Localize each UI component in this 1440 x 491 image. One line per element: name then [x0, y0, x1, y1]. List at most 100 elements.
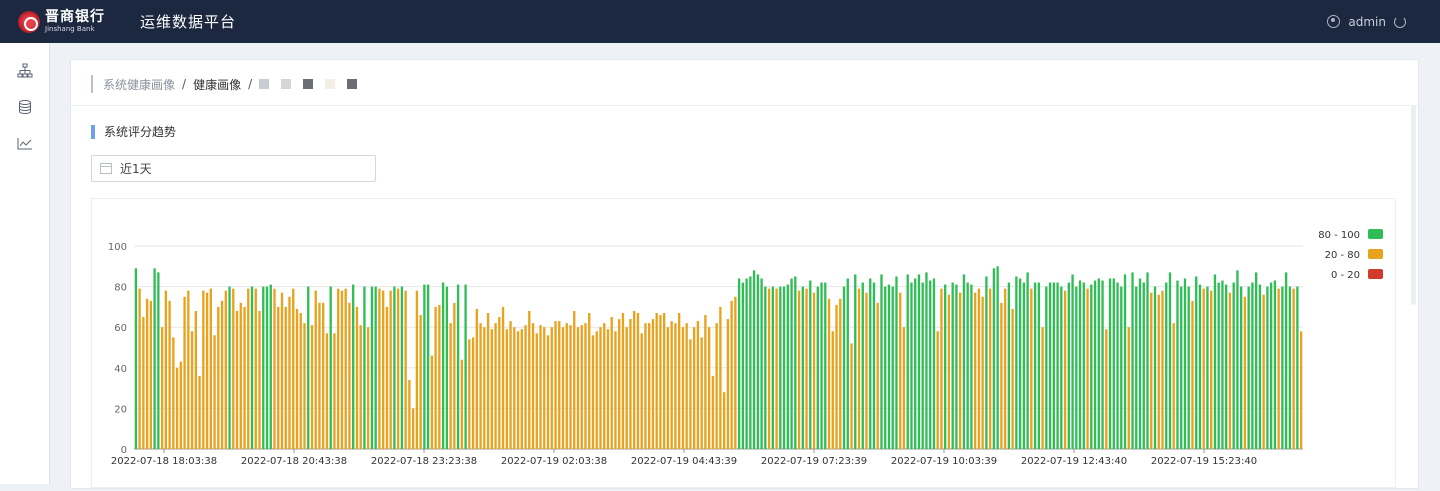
- y-tick-label: 60: [114, 323, 127, 334]
- bar: [370, 286, 374, 449]
- username-label[interactable]: admin: [1348, 14, 1386, 29]
- bar: [138, 288, 141, 449]
- bar: [322, 302, 325, 449]
- breadcrumb-item-health-profile[interactable]: 健康画像: [193, 77, 242, 92]
- bar: [812, 292, 816, 449]
- bar: [831, 331, 834, 449]
- bar: [985, 276, 988, 449]
- bar: [1063, 290, 1067, 449]
- bar: [1255, 272, 1258, 449]
- bar: [648, 323, 651, 449]
- bar: [183, 296, 186, 449]
- database-icon[interactable]: [17, 99, 33, 115]
- bar: [1030, 288, 1033, 449]
- bar: [490, 329, 493, 449]
- bar: [936, 331, 939, 449]
- bar: [1251, 282, 1254, 449]
- section-title: 系统评分趋势: [91, 125, 176, 139]
- bar: [1146, 272, 1149, 449]
- bar: [842, 286, 846, 449]
- bar: [633, 310, 636, 449]
- bar: [288, 296, 291, 449]
- bar: [1078, 280, 1082, 449]
- user-avatar-icon[interactable]: [1327, 15, 1341, 28]
- bar: [329, 286, 332, 449]
- bar: [205, 292, 209, 449]
- bar: [820, 282, 823, 449]
- bar: [734, 296, 737, 449]
- bar: [797, 290, 801, 449]
- bar: [239, 302, 242, 449]
- bar: [887, 284, 891, 449]
- bar: [1033, 282, 1037, 449]
- y-tick-label: 40: [114, 364, 127, 375]
- redacted-block: [347, 79, 358, 89]
- bar: [1011, 308, 1014, 449]
- bar: [262, 286, 265, 449]
- bar: [539, 325, 542, 449]
- bar: [1191, 300, 1194, 449]
- bar: [1007, 282, 1011, 449]
- bar: [902, 327, 906, 449]
- vertical-scrollbar[interactable]: [1411, 105, 1416, 305]
- date-range-picker[interactable]: 近1天: [91, 155, 376, 182]
- breadcrumb-item-system-health[interactable]: 系统健康画像: [103, 77, 176, 92]
- bar: [1135, 286, 1138, 449]
- bar: [209, 288, 212, 449]
- bar: [153, 268, 156, 449]
- bar: [573, 310, 576, 449]
- bar: [899, 292, 902, 449]
- bar: [659, 315, 662, 449]
- bank-logo[interactable]: 晋商银行 Jinshang Bank: [18, 10, 110, 33]
- bar: [303, 323, 306, 449]
- bar: [160, 327, 164, 449]
- bar: [1142, 282, 1145, 449]
- bar: [663, 312, 666, 449]
- bar: [1071, 274, 1074, 449]
- bar: [880, 274, 883, 449]
- bar: [621, 312, 625, 449]
- bar: [389, 290, 392, 449]
- bar: [921, 282, 924, 449]
- bar: [580, 325, 583, 449]
- bar: [1018, 278, 1022, 449]
- x-tick-label: 2022-07-18 20:43:38: [241, 456, 347, 467]
- y-tick-label: 100: [108, 242, 127, 253]
- bar: [707, 327, 711, 449]
- bar: [554, 321, 557, 449]
- legend-label: 20 - 80: [1325, 250, 1360, 261]
- bar: [243, 306, 246, 449]
- bar: [475, 308, 478, 449]
- line-chart-icon[interactable]: [17, 135, 33, 151]
- bar: [947, 294, 951, 449]
- bar: [1138, 278, 1142, 449]
- bar: [805, 288, 808, 449]
- y-tick-label: 80: [114, 283, 127, 294]
- bar: [520, 329, 523, 449]
- bar: [959, 292, 962, 449]
- bar: [869, 278, 872, 449]
- bar: [1198, 284, 1202, 449]
- bar: [1232, 282, 1235, 449]
- bar: [1003, 288, 1007, 449]
- bar: [970, 284, 973, 449]
- bar: [715, 323, 718, 449]
- logout-power-icon[interactable]: [1394, 15, 1406, 28]
- bar: [247, 288, 250, 449]
- y-tick-label: 0: [121, 445, 127, 456]
- legend-swatch: [1368, 269, 1383, 279]
- bar: [1210, 290, 1213, 449]
- bar: [441, 282, 445, 449]
- redacted-block: [259, 79, 270, 89]
- bar: [190, 331, 194, 449]
- bar: [771, 286, 774, 449]
- sidebar: [0, 43, 50, 484]
- bar: [1183, 278, 1187, 449]
- bar: [284, 306, 287, 449]
- bar: [1187, 286, 1190, 449]
- bar: [876, 302, 879, 449]
- bar: [419, 315, 422, 449]
- bar: [1093, 280, 1097, 449]
- bar: [550, 327, 553, 449]
- sitemap-icon[interactable]: [17, 63, 33, 79]
